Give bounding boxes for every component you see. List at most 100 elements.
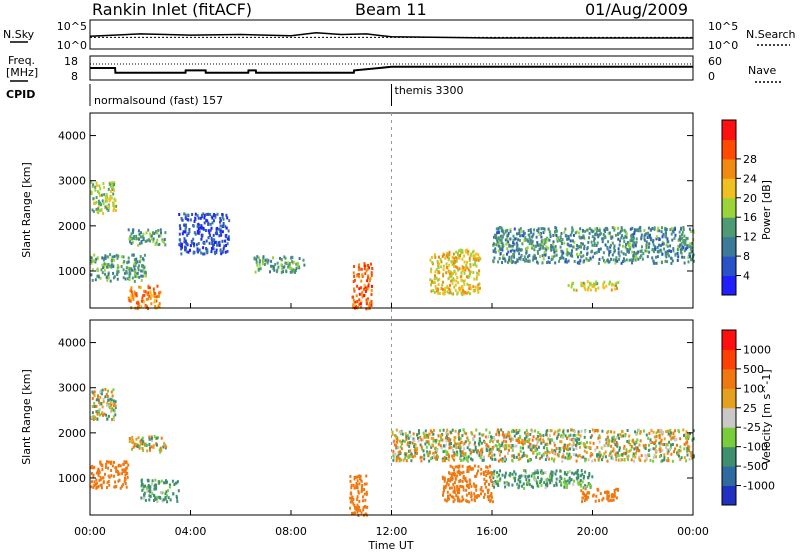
power-cell [445, 271, 448, 275]
power-cell [450, 260, 453, 264]
power-cell [529, 239, 532, 242]
velocity-cell [544, 443, 547, 447]
velocity-cell [104, 395, 107, 399]
velocity-cell [475, 488, 478, 492]
power-cell [370, 271, 373, 275]
velocity-cell [608, 453, 611, 457]
power-cell [131, 268, 133, 272]
velocity-cell [685, 459, 688, 463]
power-cell [601, 256, 604, 260]
velocity-cell [479, 439, 481, 443]
velocity-cell [574, 433, 577, 437]
velocity-cell [148, 498, 151, 502]
power-cell [364, 272, 367, 276]
power-cell [107, 265, 110, 269]
power-cell [202, 252, 205, 256]
power-cell [179, 238, 182, 242]
velocity-cell [472, 449, 475, 453]
power-cell [502, 232, 505, 236]
power-cell [518, 228, 521, 232]
velocity-cell [166, 494, 169, 498]
velocity-cell [652, 447, 655, 451]
velocity-cell [162, 445, 165, 449]
power-cell [262, 262, 264, 266]
velocity-cell [556, 453, 559, 457]
power-cell [161, 239, 164, 243]
velocity-cell [447, 478, 450, 481]
velocity-cell [550, 470, 553, 474]
power-cell [613, 244, 616, 248]
velocity-cell [602, 496, 605, 500]
power-cell [451, 292, 454, 296]
power-cell [570, 251, 573, 255]
power-cell [280, 263, 283, 267]
velocity-cell [542, 434, 545, 438]
power-cell [683, 239, 686, 243]
power-cell [291, 269, 294, 273]
velocity-cell [512, 446, 515, 450]
velocity-cell [128, 440, 131, 444]
velocity-cell [434, 440, 437, 444]
velocity-cell [607, 499, 610, 503]
power-cell [219, 218, 222, 222]
velocity-cell [513, 429, 516, 433]
velocity-cell [424, 433, 427, 437]
power-cell [610, 288, 613, 292]
velocity-cell [135, 437, 138, 441]
power-cell [139, 255, 142, 259]
velocity-cell [105, 392, 108, 396]
power-cell [552, 240, 555, 244]
velocity-cell [667, 449, 670, 453]
velocity-cell [462, 470, 465, 474]
power-cell [92, 183, 95, 187]
velocity-cell [418, 429, 420, 433]
velocity-cell [177, 489, 180, 493]
power-cell [212, 213, 215, 217]
power-cell [127, 296, 130, 300]
power-cell [199, 216, 202, 220]
power-cell [370, 273, 373, 277]
velocity-cell [667, 457, 670, 460]
power-cell [461, 257, 464, 261]
power-cell [618, 231, 621, 235]
velocity-cell [528, 474, 530, 478]
power-cell [203, 221, 206, 225]
power-cell [500, 226, 503, 230]
power-cell [210, 250, 213, 254]
power-cell [528, 259, 531, 263]
power-cell [129, 235, 132, 239]
power-cell [512, 234, 515, 238]
power-cell [105, 199, 108, 203]
power-cell [631, 258, 634, 262]
velocity-cell [97, 485, 100, 489]
velocity-cell [447, 494, 449, 498]
power-cell [360, 279, 363, 283]
power-cell [149, 232, 152, 236]
power-cell [92, 259, 95, 263]
power-cell [463, 290, 466, 294]
velocity-cell [576, 442, 579, 446]
power-cell [538, 247, 541, 251]
power-cell [133, 294, 136, 298]
power-cell [533, 253, 536, 257]
velocity-cell [533, 447, 536, 451]
power-cell [564, 227, 567, 231]
velocity-cell [459, 454, 462, 458]
power-cell [617, 281, 620, 284]
power-cell [509, 237, 512, 241]
power-cell [680, 242, 683, 246]
velocity-cell [601, 458, 603, 462]
power-cell [124, 277, 127, 281]
velocity-cell [609, 498, 612, 502]
velocity-cell [488, 431, 491, 435]
velocity-cell [176, 499, 179, 503]
power-cell [180, 247, 183, 251]
velocity-cell [402, 458, 405, 462]
power-cell [107, 209, 110, 212]
velocity-cell [602, 455, 605, 459]
power-cell [103, 268, 106, 272]
noise-right-label: N.Search [746, 28, 796, 41]
power-cell [363, 283, 366, 287]
power-cell [431, 279, 433, 283]
velocity-cell [537, 431, 540, 434]
